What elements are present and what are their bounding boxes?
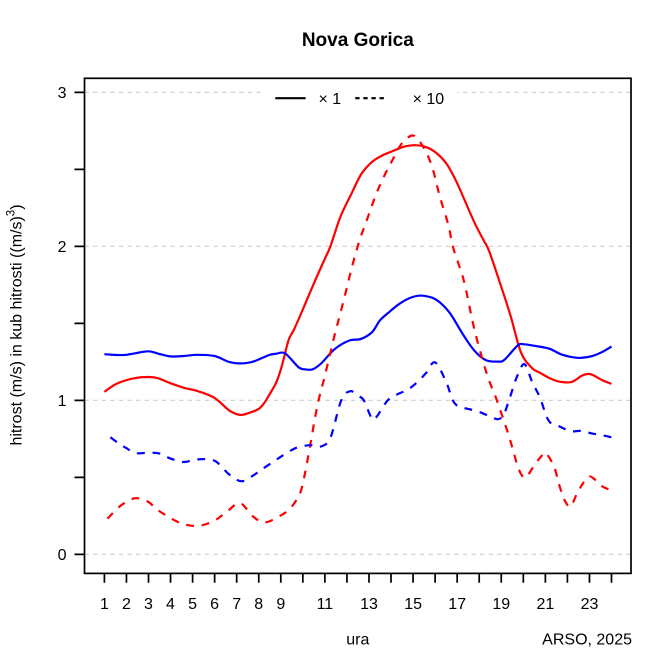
svg-text:× 10: × 10 [413, 91, 445, 108]
svg-text:1: 1 [100, 596, 109, 613]
svg-text:8: 8 [254, 596, 263, 613]
svg-text:9: 9 [276, 596, 285, 613]
svg-text:0: 0 [58, 547, 67, 564]
svg-text:× 1: × 1 [319, 91, 342, 108]
svg-text:13: 13 [360, 596, 378, 613]
svg-text:5: 5 [188, 596, 197, 613]
svg-text:23: 23 [581, 596, 599, 613]
svg-text:ARSO, 2025: ARSO, 2025 [542, 632, 632, 649]
svg-text:17: 17 [448, 596, 466, 613]
svg-text:2: 2 [122, 596, 131, 613]
svg-text:3: 3 [58, 85, 67, 102]
svg-text:1: 1 [58, 393, 67, 410]
svg-text:6: 6 [210, 596, 219, 613]
svg-text:19: 19 [492, 596, 510, 613]
svg-text:ura: ura [346, 632, 369, 649]
svg-text:7: 7 [232, 596, 241, 613]
svg-text:2: 2 [58, 239, 67, 256]
svg-text:3: 3 [144, 596, 153, 613]
svg-text:hitrost (m/s) in kub hitrosti: hitrost (m/s) in kub hitrosti ((m/s)3) [6, 204, 26, 445]
svg-text:21: 21 [537, 596, 555, 613]
svg-text:15: 15 [404, 596, 422, 613]
svg-text:11: 11 [317, 596, 334, 613]
svg-text:Nova Gorica: Nova Gorica [302, 30, 414, 51]
svg-text:4: 4 [166, 596, 175, 613]
